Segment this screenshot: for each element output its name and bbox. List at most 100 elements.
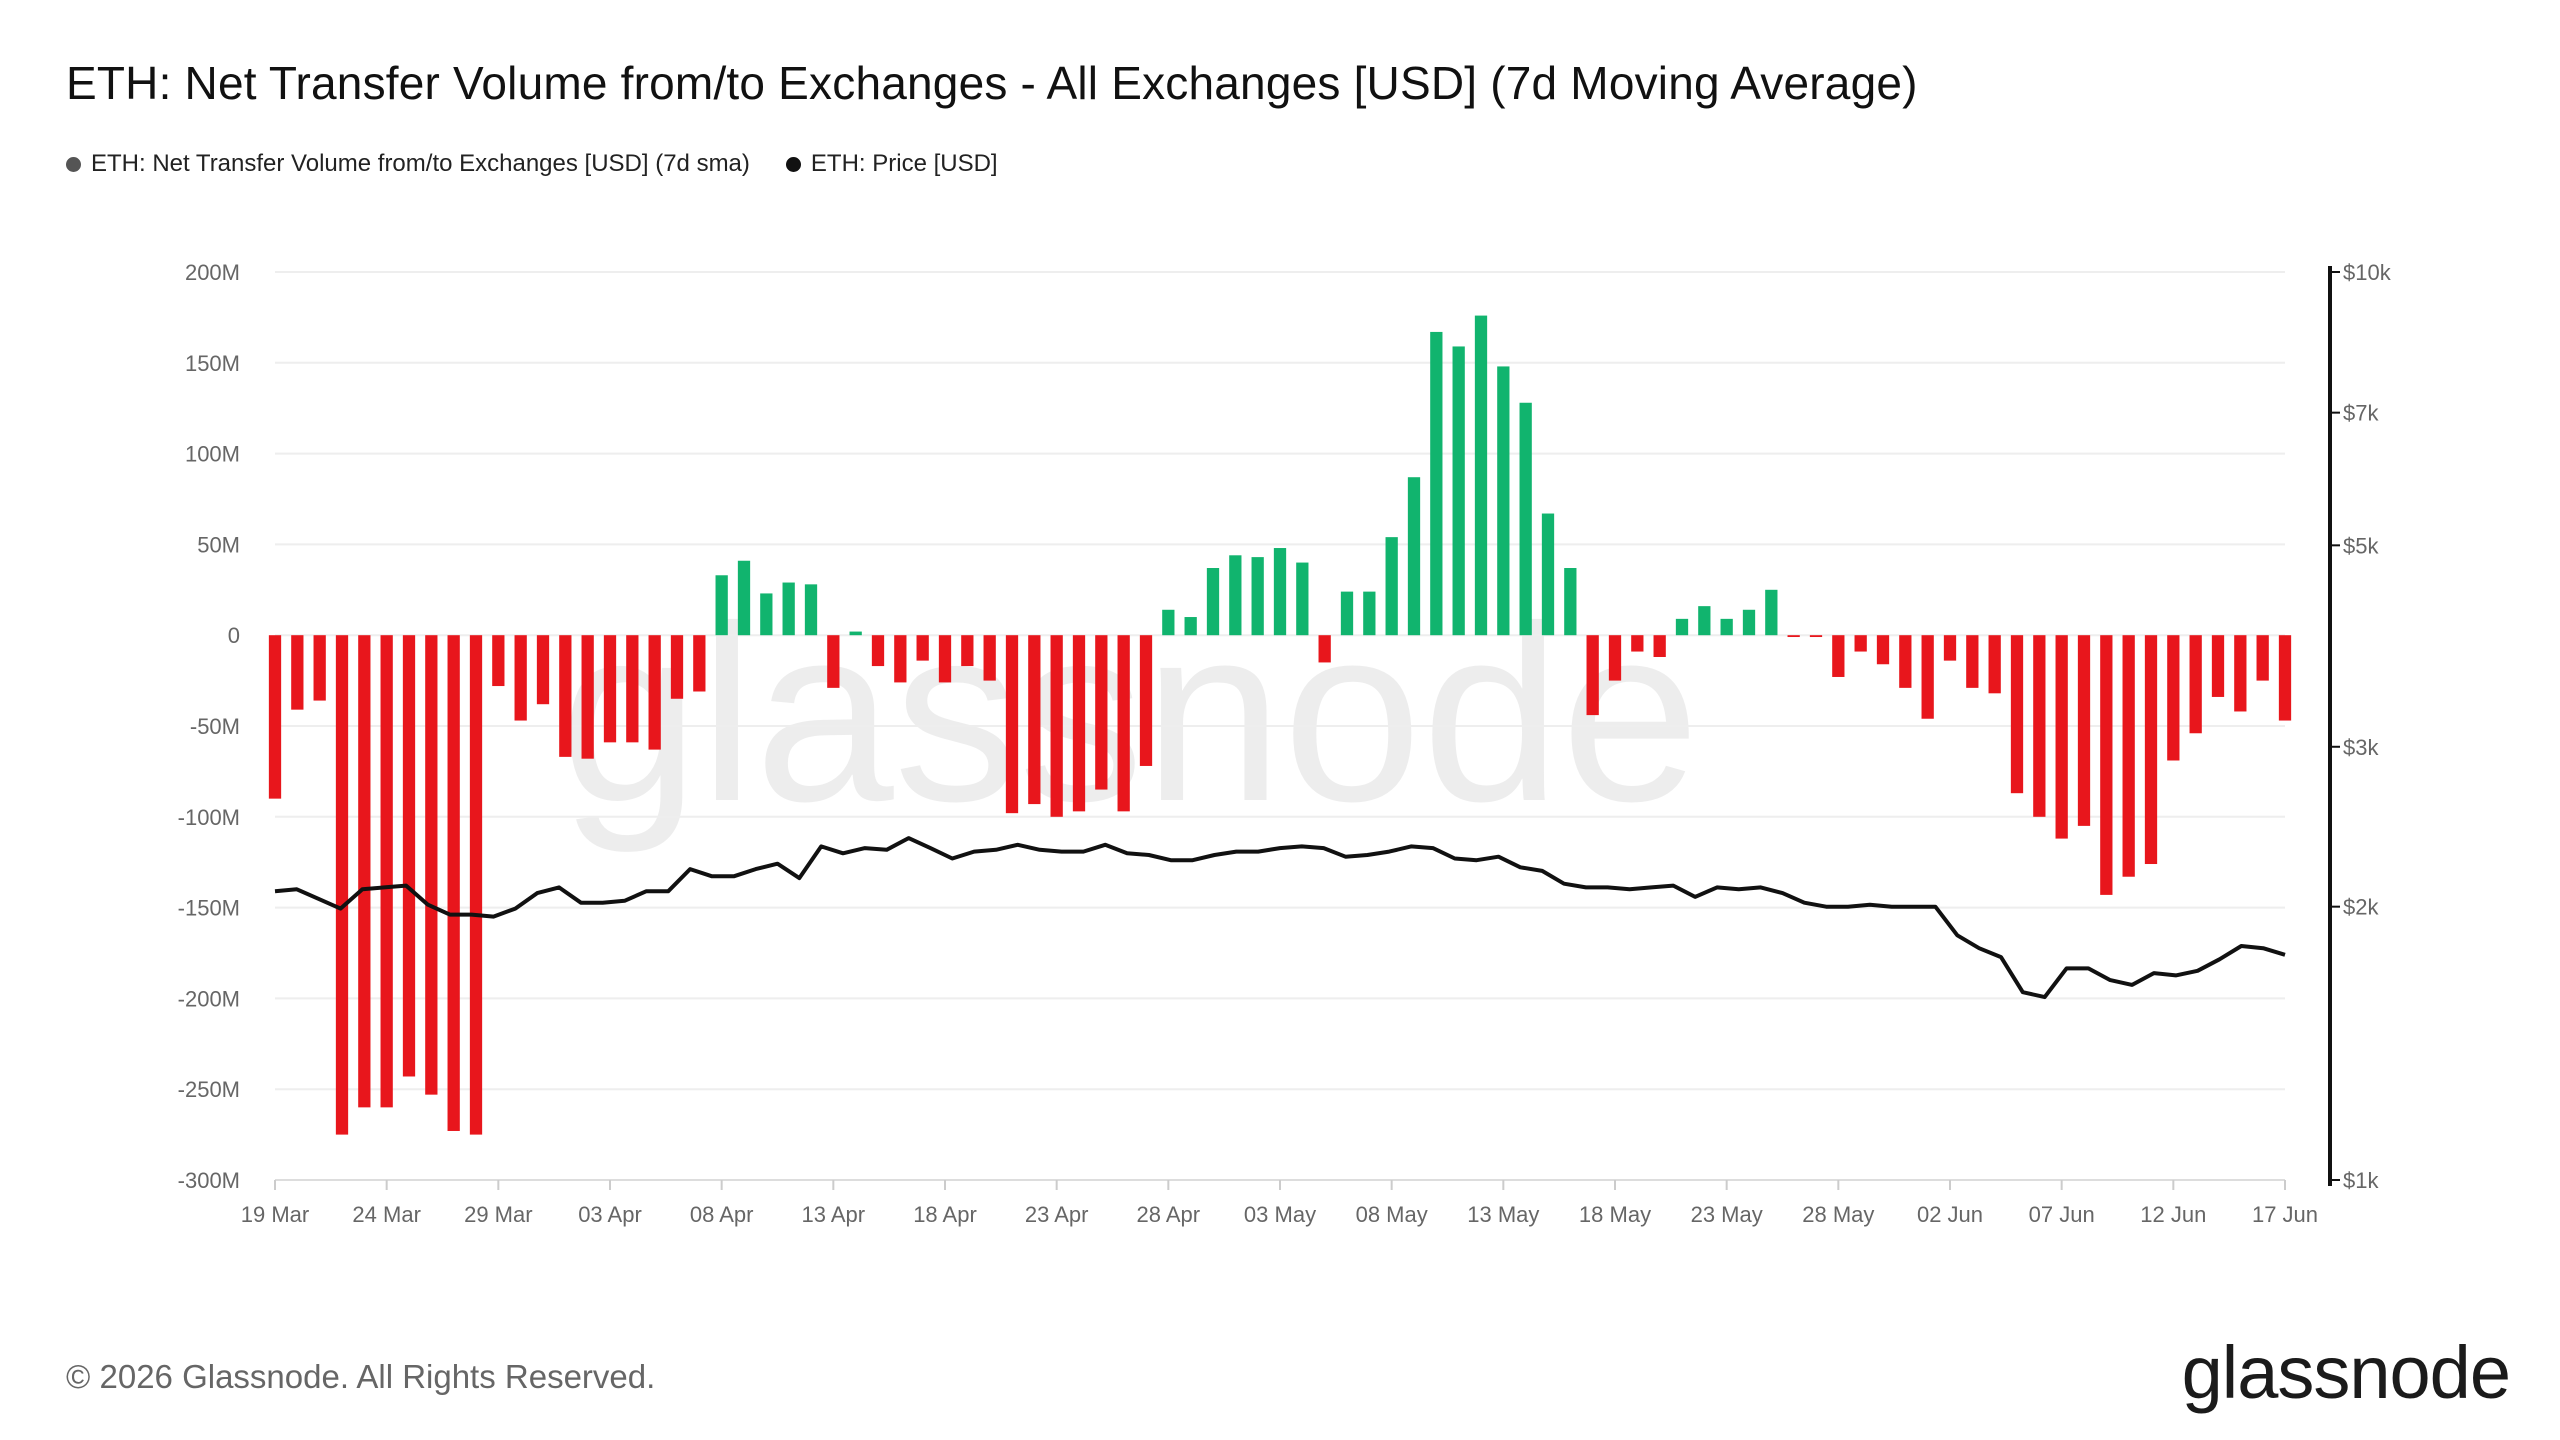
price-line: [274, 836, 2286, 1000]
bar: [1072, 635, 1086, 812]
y-left-tick-label: 0: [228, 623, 240, 648]
bar: [1430, 331, 1443, 636]
bar: [1988, 635, 2001, 694]
bar: [1497, 366, 1510, 636]
bar: [827, 635, 840, 688]
bar: [380, 635, 393, 1108]
y-right-tick-label: $7k: [2343, 401, 2379, 426]
bar: [1005, 635, 1019, 814]
legend-item-price[interactable]: ETH: Price [USD]: [785, 150, 998, 178]
bar: [1742, 609, 1756, 636]
legend: ETH: Net Transfer Volume from/to Exchang…: [66, 150, 998, 178]
bar-series: [268, 315, 2292, 1135]
y-left-tick-label: -150M: [178, 896, 240, 921]
bar: [291, 635, 304, 710]
bar: [2033, 635, 2046, 817]
bar: [1273, 548, 1287, 636]
bar: [2055, 635, 2068, 839]
y-left-tick-label: -50M: [190, 714, 240, 739]
y-left-tick-label: 100M: [185, 442, 240, 467]
x-tick-label: 08 Apr: [690, 1202, 754, 1227]
bar: [1519, 402, 1532, 636]
bar: [1095, 635, 1108, 790]
y-left-tick-label: -300M: [178, 1168, 240, 1193]
bar: [425, 635, 438, 1095]
y-left-tick-label: 50M: [197, 532, 240, 557]
bar: [1854, 635, 1867, 652]
bar: [1139, 635, 1153, 766]
x-tick-label: 24 Mar: [352, 1202, 420, 1227]
x-tick-label: 29 Mar: [464, 1202, 532, 1227]
x-tick-label: 13 May: [1467, 1202, 1539, 1227]
y-right-tick-label: $1k: [2343, 1168, 2379, 1193]
bar: [626, 635, 639, 743]
bar: [1028, 635, 1041, 805]
bar: [871, 635, 885, 667]
y-right-tick-label: $2k: [2343, 895, 2379, 920]
bar: [603, 635, 617, 743]
bar: [1251, 557, 1264, 636]
bar: [447, 635, 460, 1131]
bar: [1720, 618, 1733, 636]
bar: [2189, 635, 2202, 734]
x-axis: 19 Mar 24 Mar 29 Mar 03 Apr 08 Apr 13 Apr 18 A…: [241, 1179, 2318, 1227]
bar: [1162, 609, 1175, 636]
x-tick-label: 18 Apr: [913, 1202, 977, 1227]
bar: [1765, 589, 1778, 636]
bar: [1117, 635, 1130, 812]
bar: [1206, 568, 1220, 636]
x-tick-label: 28 May: [1802, 1202, 1874, 1227]
x-tick-label: 23 May: [1691, 1202, 1763, 1227]
x-tick-label: 03 Apr: [578, 1202, 642, 1227]
x-tick-label: 03 May: [1244, 1202, 1316, 1227]
bar: [335, 635, 349, 1135]
bar: [1363, 591, 1376, 636]
bar: [938, 635, 952, 683]
bar: [1452, 346, 1465, 636]
chart-title: ETH: Net Transfer Volume from/to Exchang…: [66, 57, 1918, 109]
y-left-tick-label: 200M: [185, 260, 240, 285]
bar: [1698, 606, 1711, 636]
y-right-tick-label: $10k: [2343, 260, 2392, 285]
x-tick-label: 13 Apr: [802, 1202, 866, 1227]
bar: [2211, 635, 2225, 697]
x-tick-label: 02 Jun: [1917, 1202, 1983, 1227]
bar: [2010, 635, 2024, 794]
bar: [760, 593, 773, 636]
bar: [1809, 635, 1823, 638]
y-right-tick-label: $5k: [2343, 533, 2379, 558]
bar: [2256, 635, 2269, 681]
bar: [1943, 635, 1957, 661]
copyright-footer: © 2026 Glassnode. All Rights Reserved.: [66, 1358, 656, 1395]
bar: [1675, 618, 1689, 636]
legend-item-net-transfer[interactable]: ETH: Net Transfer Volume from/to Exchang…: [66, 150, 750, 178]
x-tick-label: 19 Mar: [241, 1202, 309, 1227]
bar: [961, 635, 974, 667]
bar: [1318, 635, 1331, 663]
bar: [1050, 635, 1063, 817]
bar: [1474, 315, 1488, 636]
bar: [894, 635, 907, 683]
bar: [737, 560, 751, 636]
bar: [2122, 635, 2135, 877]
x-tick-label: 28 Apr: [1137, 1202, 1201, 1227]
bar: [916, 635, 929, 661]
bar: [2278, 635, 2292, 721]
bar: [358, 635, 371, 1108]
bar: [1541, 513, 1555, 636]
bar: [715, 575, 728, 636]
bar: [1899, 635, 1912, 688]
bar: [1608, 635, 1622, 681]
bar: [1876, 635, 1890, 665]
legend-dot-price: [785, 156, 801, 172]
legend-label-net-transfer: ETH: Net Transfer Volume from/to Exchang…: [91, 150, 750, 177]
bar: [1653, 635, 1666, 657]
bar: [514, 635, 527, 721]
y-left-tick-label: -100M: [178, 805, 240, 830]
bar: [581, 635, 594, 759]
bar: [1966, 635, 1979, 688]
bar: [559, 635, 572, 757]
bar: [2077, 635, 2091, 826]
y-axis-right: $10k $7k $5k $3k $2k $1k: [2328, 260, 2392, 1193]
